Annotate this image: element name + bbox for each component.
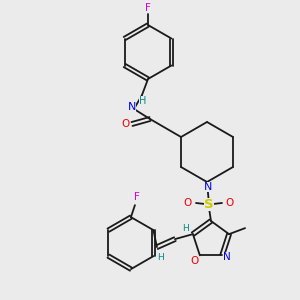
Text: H: H xyxy=(158,253,164,262)
Text: O: O xyxy=(191,256,199,266)
Text: O: O xyxy=(184,198,192,208)
Text: N: N xyxy=(204,182,212,192)
Text: H: H xyxy=(183,224,189,232)
Text: O: O xyxy=(226,198,234,208)
Text: H: H xyxy=(139,96,147,106)
Text: N: N xyxy=(128,102,136,112)
Text: F: F xyxy=(134,192,140,202)
Text: F: F xyxy=(145,3,151,13)
Text: S: S xyxy=(204,197,214,211)
Text: N: N xyxy=(223,252,231,262)
Text: O: O xyxy=(121,119,129,129)
